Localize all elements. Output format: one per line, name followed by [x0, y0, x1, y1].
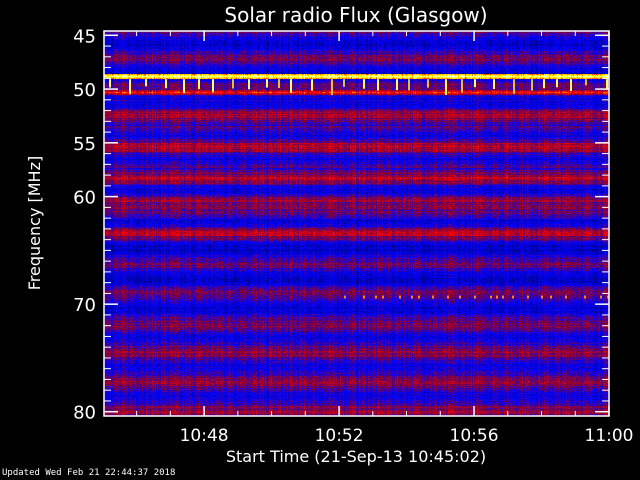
plot-frame	[103, 30, 610, 417]
y-tick-label: 50	[73, 80, 96, 101]
y-tick-label: 80	[73, 403, 96, 424]
x-tick-label: 10:48	[180, 426, 229, 446]
y-tick-label: 70	[73, 295, 96, 316]
y-tick-label: 45	[73, 26, 96, 47]
x-tick-label: 10:52	[315, 426, 364, 446]
y-axis-label: Frequency [MHz]	[25, 156, 44, 290]
spectrogram-image	[104, 31, 609, 416]
x-tick-label: 10:56	[450, 426, 499, 446]
chart-title: Solar radio Flux (Glasgow)	[224, 3, 487, 27]
updated-timestamp: Updated Wed Feb 21 22:44:37 2018	[2, 468, 176, 478]
y-tick-label: 55	[73, 134, 96, 155]
x-tick-label: 11:00	[585, 426, 634, 446]
y-tick-label: 60	[73, 188, 96, 209]
x-axis-label: Start Time (21-Sep-13 10:45:02)	[226, 447, 486, 466]
